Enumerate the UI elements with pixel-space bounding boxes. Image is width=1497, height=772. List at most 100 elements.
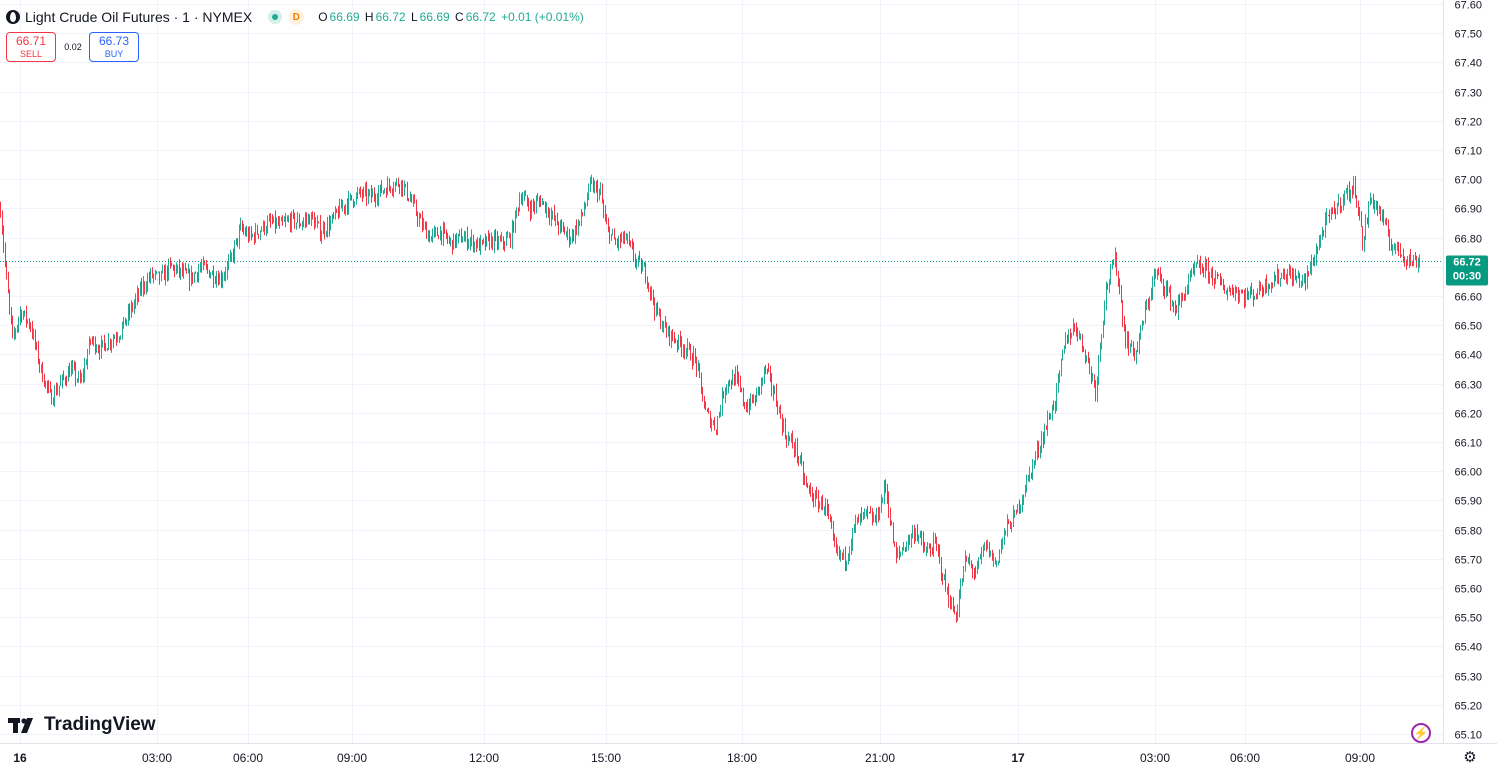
candle-body xyxy=(18,318,19,326)
candle-body xyxy=(935,538,936,540)
price-tick-label: 67.10 xyxy=(1454,146,1482,158)
candle-body xyxy=(63,375,64,379)
candle-body xyxy=(659,313,660,315)
candle-body xyxy=(1061,359,1062,372)
candle-body xyxy=(693,352,694,364)
candle-body xyxy=(1340,198,1341,209)
candle-body xyxy=(884,485,885,499)
candle-body xyxy=(942,574,943,580)
candle-body xyxy=(504,243,505,246)
candle-body xyxy=(1289,270,1290,274)
lightning-icon[interactable]: ⚡ xyxy=(1411,723,1431,743)
candle-body xyxy=(44,381,45,386)
candle-body xyxy=(41,364,42,368)
candle-body xyxy=(326,232,327,234)
time-axis[interactable]: 16 03:00 06:00 09:00 12:00 15:00 18:00 21:00 17 0… xyxy=(13,751,1375,765)
candle-body xyxy=(1053,405,1054,409)
candle-body xyxy=(1266,279,1267,291)
candle-body xyxy=(573,232,574,238)
candle-body xyxy=(1016,510,1017,513)
candle-body xyxy=(119,337,120,339)
candle-body xyxy=(1091,367,1092,378)
price-tick-label: 66.90 xyxy=(1454,204,1482,216)
candle-body xyxy=(974,572,975,574)
candle-body xyxy=(1241,292,1242,294)
candle-body xyxy=(986,542,987,549)
candle-body xyxy=(800,457,801,461)
candle-body xyxy=(336,209,337,212)
candle-body xyxy=(792,437,793,446)
candle-body xyxy=(1187,288,1188,292)
candle-body xyxy=(848,557,849,562)
candle-body xyxy=(314,217,315,228)
candle-body xyxy=(591,181,592,183)
candle-body xyxy=(1271,282,1272,289)
candle-body xyxy=(311,212,312,225)
candle-body xyxy=(291,213,292,228)
candle-body xyxy=(449,240,450,242)
sell-button[interactable]: 66.71 SELL xyxy=(6,32,56,62)
candle-body xyxy=(1401,254,1402,256)
buy-label: BUY xyxy=(104,49,124,59)
candle-body xyxy=(887,486,888,499)
candle-body xyxy=(410,198,411,201)
price-axis[interactable]: 67.60 67.50 67.40 67.30 67.20 67.10 67.00 66.90… xyxy=(1454,0,1482,742)
candle-body xyxy=(480,240,481,251)
candle-body xyxy=(8,276,9,293)
candle-body xyxy=(1040,448,1041,453)
candle-body xyxy=(392,190,393,192)
candle-body xyxy=(1391,243,1392,251)
candle-body xyxy=(0,208,1,216)
candle-body xyxy=(1112,264,1113,268)
candle-body xyxy=(272,221,273,223)
candle-body xyxy=(1299,276,1300,285)
candle-body xyxy=(563,225,564,229)
candle-body xyxy=(878,510,879,518)
candle-body xyxy=(917,531,918,538)
candle-body xyxy=(9,292,10,308)
candle-body xyxy=(464,237,465,242)
candle-body xyxy=(153,275,154,277)
candle-body xyxy=(404,185,405,192)
market-open-icon[interactable] xyxy=(268,10,283,24)
candle-body xyxy=(525,195,526,197)
symbol-title[interactable]: Light Crude Oil Futures · 1 · NYMEX xyxy=(25,9,253,25)
candle-body xyxy=(957,610,958,619)
candle-body xyxy=(807,484,808,487)
candle-body xyxy=(494,235,495,248)
candle-body xyxy=(42,364,43,382)
price-tick-label: 66.50 xyxy=(1454,321,1482,333)
candle-body xyxy=(101,342,102,354)
candle-body xyxy=(734,375,735,385)
candle-body xyxy=(905,547,906,550)
tradingview-logo[interactable]: TradingView xyxy=(8,714,156,736)
gear-icon[interactable]: ⚙ xyxy=(1463,749,1477,766)
candle-body xyxy=(768,369,769,371)
candle-body xyxy=(1067,334,1068,343)
price-tick-label: 66.30 xyxy=(1454,380,1482,392)
time-tick-label: 16 xyxy=(13,751,27,765)
candle-body xyxy=(926,550,927,552)
last-price-label: 66.72 00:30 xyxy=(1446,255,1488,286)
candle-body xyxy=(191,272,192,285)
candle-body xyxy=(849,550,850,558)
candle-body xyxy=(1170,289,1171,306)
candle-body xyxy=(248,231,249,239)
candle-body xyxy=(933,538,934,554)
candle-body xyxy=(338,211,339,217)
candle-body xyxy=(741,388,742,391)
candle-body xyxy=(1325,218,1326,234)
candle-body xyxy=(1284,273,1285,279)
delayed-data-badge[interactable]: D xyxy=(288,9,305,25)
candle-body xyxy=(1146,304,1147,308)
buy-button[interactable]: 66.73 BUY xyxy=(89,32,139,62)
candle-body xyxy=(1269,286,1270,289)
candle-body xyxy=(470,240,471,244)
candle-body xyxy=(1077,331,1078,337)
candle-body xyxy=(764,368,765,379)
symbol-logo-icon xyxy=(6,10,20,24)
candle-body xyxy=(72,366,73,368)
candle-body xyxy=(395,182,396,189)
candle-body xyxy=(432,232,433,237)
